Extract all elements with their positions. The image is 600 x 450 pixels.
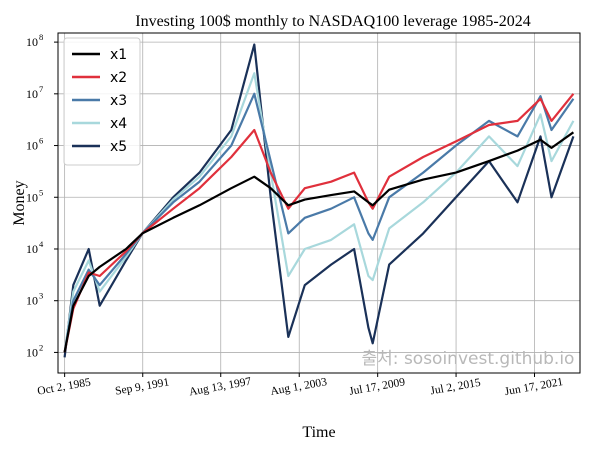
y-tick-label: 10 [26, 294, 38, 308]
legend-box [63, 37, 141, 166]
series-group [63, 43, 575, 358]
watermark: 출처: sosoinvest.github.io [362, 349, 575, 369]
legend-label: x1 [110, 47, 127, 63]
y-tick-label: 10 [26, 139, 38, 153]
legend: x1 x2 x3 x4 x5 [63, 37, 141, 166]
x-axis-label: Time [302, 424, 335, 441]
chart-title: Investing 100$ monthly to NASDAQ100 leve… [135, 13, 531, 30]
y-axis-label: Money [11, 180, 28, 225]
y-tick-exponent: 6 [39, 136, 43, 146]
legend-label: x4 [110, 116, 127, 132]
y-tick-exponent: 7 [39, 84, 43, 94]
series-line-x1 [63, 131, 575, 353]
y-tick-exponent: 4 [39, 239, 44, 249]
series-line-x4 [63, 72, 575, 353]
series-line-x3 [63, 92, 575, 353]
y-tick-label: 10 [26, 35, 38, 49]
plot-frame [57, 32, 581, 374]
y-tick-exponent: 2 [39, 342, 43, 352]
y-tick-exponent: 8 [39, 32, 43, 42]
y-tick-label: 10 [26, 87, 38, 101]
series-line-x2 [63, 93, 575, 353]
y-tick-exponent: 3 [39, 291, 43, 301]
legend-label: x5 [110, 139, 127, 155]
y-tick-label: 10 [26, 190, 38, 204]
y-tick-label: 10 [26, 345, 38, 359]
y-tick-exponent: 5 [39, 187, 43, 197]
legend-label: x2 [110, 70, 127, 86]
y-tick-label: 10 [26, 242, 38, 256]
legend-label: x3 [110, 93, 127, 109]
